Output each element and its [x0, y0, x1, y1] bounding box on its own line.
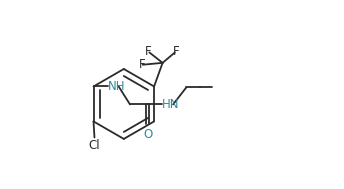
Text: F: F — [145, 45, 152, 58]
Text: F: F — [172, 45, 179, 58]
Text: NH: NH — [108, 80, 126, 93]
Text: Cl: Cl — [89, 139, 100, 152]
Text: HN: HN — [162, 98, 180, 111]
Text: F: F — [139, 58, 145, 71]
Text: O: O — [143, 128, 153, 141]
